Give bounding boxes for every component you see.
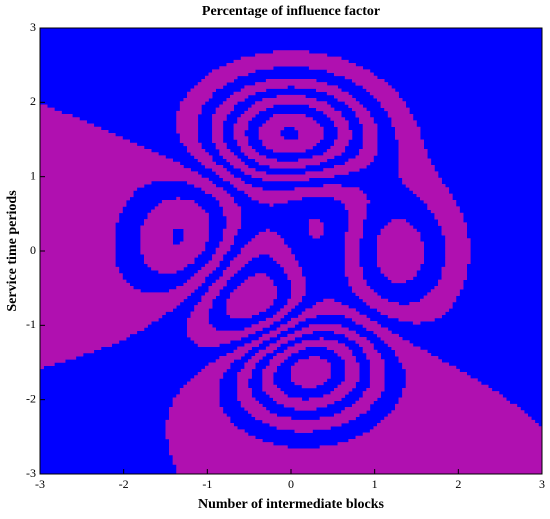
x-axis-label: Number of intermediate blocks xyxy=(198,497,385,512)
x-tick-label: -2 xyxy=(119,477,129,491)
y-tick-label: -1 xyxy=(26,317,36,331)
x-tick-label: 0 xyxy=(288,477,294,491)
x-tick-label: 2 xyxy=(455,477,461,491)
contour-band xyxy=(40,50,543,475)
x-tick-label: -3 xyxy=(35,477,45,491)
x-tick-label: 1 xyxy=(372,477,378,491)
y-tick-label: 3 xyxy=(30,20,36,34)
y-tick-label: -2 xyxy=(26,391,36,405)
y-tick-label: 0 xyxy=(30,243,36,257)
y-axis-label: Service time periods xyxy=(5,190,20,312)
x-tick-label: -1 xyxy=(202,477,212,491)
chart-title: Percentage of influence factor xyxy=(202,4,380,19)
y-tick-label: 2 xyxy=(30,94,36,108)
y-tick-label: -3 xyxy=(26,466,36,480)
x-tick-label: 3 xyxy=(539,477,545,491)
y-tick-label: 1 xyxy=(30,168,36,182)
